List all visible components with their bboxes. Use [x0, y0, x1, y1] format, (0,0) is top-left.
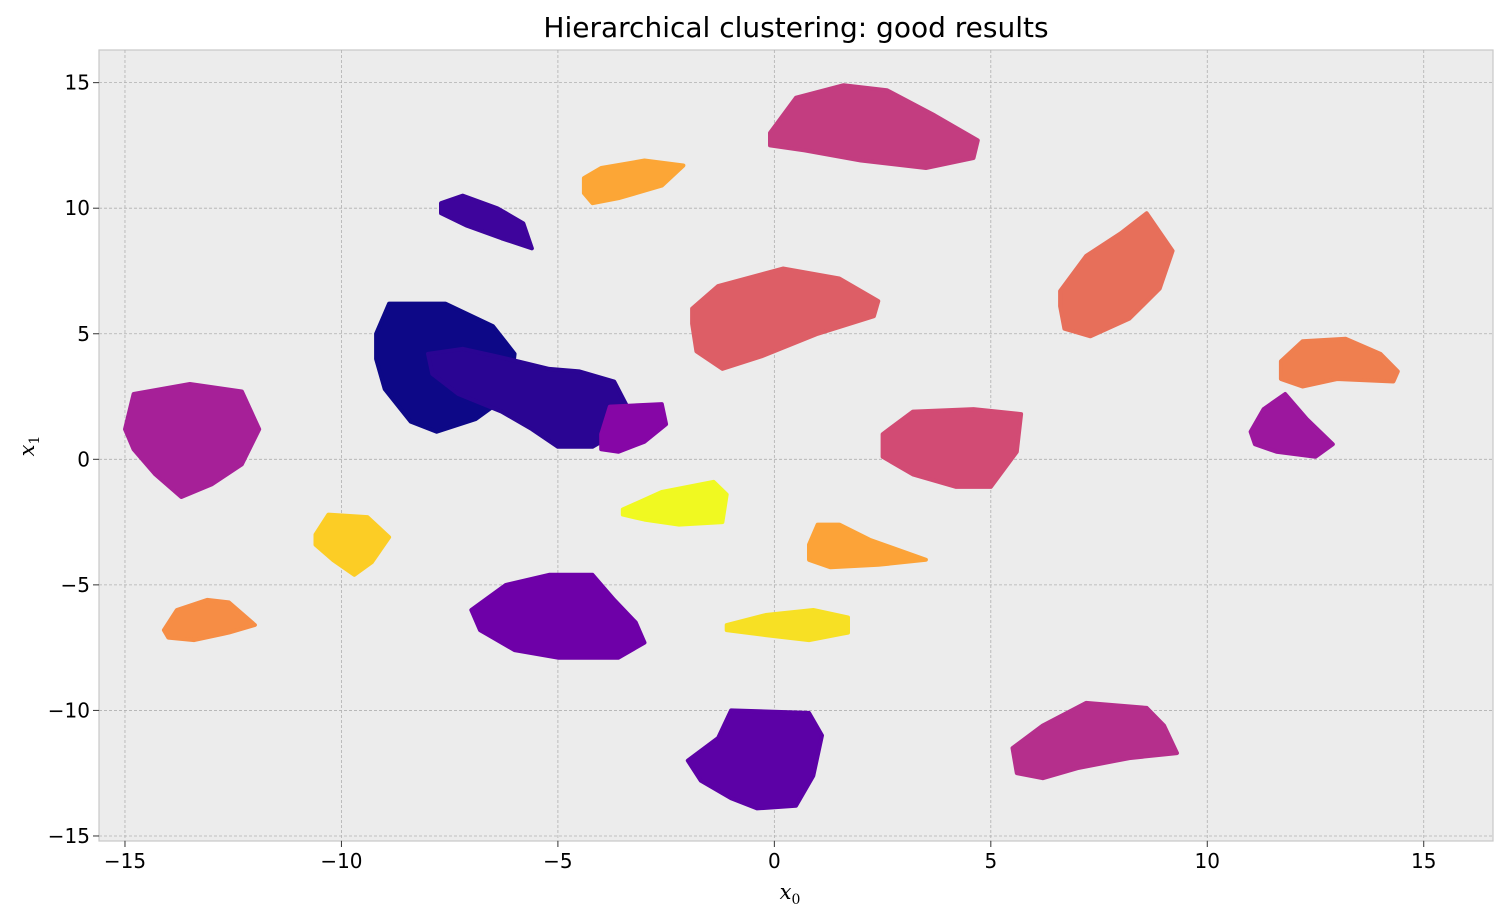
y-axis-label-sub: 1 — [27, 436, 43, 445]
chart-title: Hierarchical clustering: good results — [543, 11, 1048, 44]
cluster-9 — [1010, 700, 1179, 781]
cluster-6 — [599, 402, 669, 454]
axis-ticks: −15 −10 −5 0 5 10 15 −15 −10 −5 0 5 10 15 — [48, 71, 1437, 873]
cluster-7 — [1248, 392, 1335, 459]
cluster-19 — [620, 479, 729, 527]
cluster-13 — [1058, 211, 1175, 339]
cluster-11 — [880, 407, 1024, 489]
cluster-3 — [439, 193, 534, 251]
x-tick-label: −15 — [104, 849, 146, 873]
x-tick-label: 0 — [768, 849, 781, 873]
y-tick-label: −5 — [61, 573, 90, 597]
y-axis-label-main: x — [15, 444, 39, 456]
cluster-12 — [690, 266, 881, 371]
y-tick-label: −15 — [48, 824, 90, 848]
y-axis-label: x1 — [15, 436, 43, 457]
x-axis-label-main: x — [780, 880, 792, 904]
y-tick-label: 10 — [65, 196, 90, 220]
cluster-20 — [724, 608, 850, 643]
x-tick-label: 5 — [984, 849, 997, 873]
cluster-15 — [161, 597, 257, 643]
y-tick-label: 15 — [65, 71, 90, 95]
cluster-points — [123, 83, 1400, 811]
cluster-18 — [313, 512, 392, 577]
x-tick-label: −10 — [320, 849, 362, 873]
cluster-4 — [685, 708, 824, 811]
x-axis-label: x0 — [780, 880, 801, 908]
cluster-14 — [1278, 336, 1400, 389]
cluster-8 — [123, 382, 262, 499]
y-tick-label: 5 — [77, 322, 90, 346]
x-tick-label: −5 — [543, 849, 572, 873]
x-tick-label: 15 — [1411, 849, 1436, 873]
cluster-16 — [581, 158, 686, 206]
cluster-5 — [469, 572, 647, 660]
x-axis-label-sub: 0 — [791, 892, 800, 908]
x-tick-label: 10 — [1195, 849, 1220, 873]
cluster-10 — [768, 83, 980, 170]
y-tick-label: −10 — [48, 698, 90, 722]
y-tick-label: 0 — [77, 447, 90, 471]
cluster-17 — [807, 522, 928, 570]
